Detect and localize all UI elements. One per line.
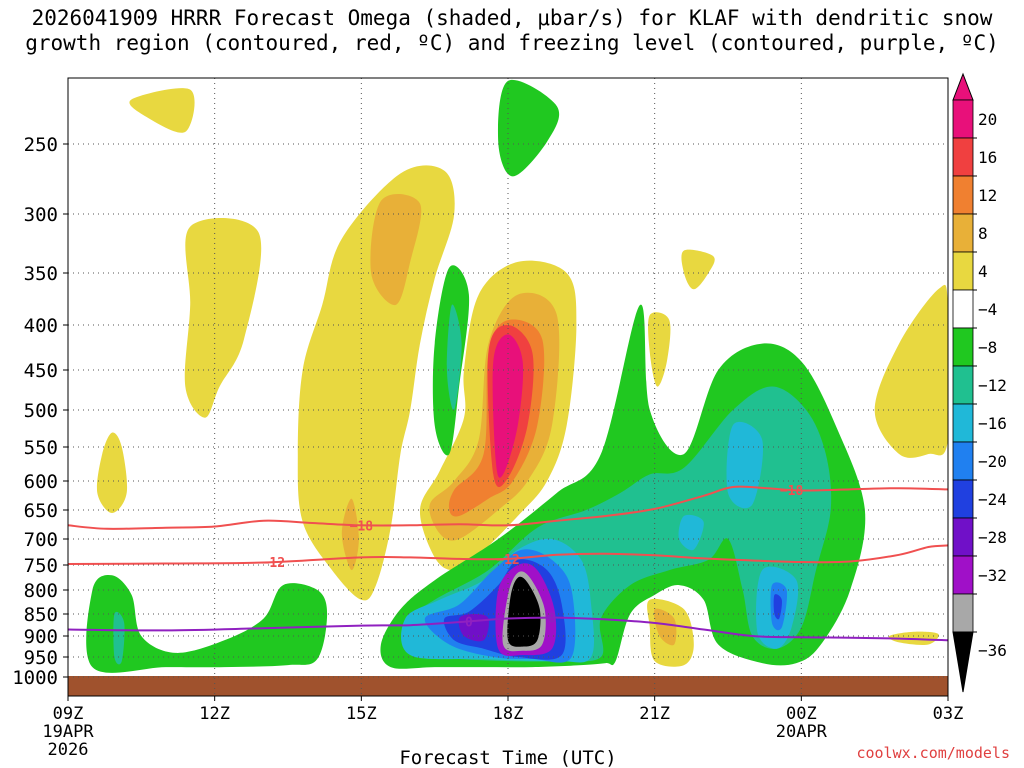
omega-region-far-right-yellow: [874, 284, 948, 458]
colorbar-label-12: −32: [978, 566, 1007, 585]
colorbar-swatch-12: [952, 555, 974, 595]
colorbar-label-4: 4: [978, 262, 988, 281]
contour-freezing-level-0: [68, 616, 948, 642]
omega-region-main-updraft-column: [297, 165, 455, 601]
omega-region-left-green-low: [86, 574, 328, 673]
colorbar-swatch-5: [952, 289, 974, 329]
colorbar-bottom-arrow: [952, 631, 974, 693]
chart-title: 2026041909 HRRR Forecast Omega (shaded, …: [0, 6, 1024, 56]
y-tick-label-400: 400: [24, 315, 58, 337]
colorbar-label-9: −20: [978, 452, 1007, 471]
colorbar-label-2: 12: [978, 186, 997, 205]
y-tick-label-350: 350: [24, 263, 58, 285]
y-tick-label-300: 300: [24, 204, 58, 226]
omega-region-pink-core: [492, 334, 524, 478]
colorbar-swatch-9: [952, 441, 974, 481]
contour-label-dgz-top-18-0: −18: [350, 519, 374, 534]
omega-region-upper-green-finger: [497, 79, 560, 177]
omega-region-small-yellow-2130z: [681, 249, 715, 290]
x-tick-sublabel-09Z-0: 19APR: [42, 722, 94, 742]
colorbar-swatch-8: [952, 403, 974, 443]
colorbar-label-1: 16: [978, 148, 997, 167]
x-tick-label-00Z: 00Z: [786, 704, 817, 724]
contour-dgz-top-18: [68, 485, 948, 530]
x-tick-label-18Z: 18Z: [493, 704, 524, 724]
omega-region-snow-ball: [129, 88, 195, 133]
omega-region-lower-left-blob: [96, 432, 128, 513]
omega-region-main-updraft-core: [370, 193, 422, 306]
omega-region-right-navy-core: [773, 594, 782, 620]
x-axis-title: Forecast Time (UTC): [399, 747, 616, 768]
chart-title-line-2: growth region (contoured, red, ºC) and f…: [25, 31, 999, 55]
colorbar-label-13: −36: [978, 641, 1007, 660]
colorbar-swatch-4: [952, 251, 974, 291]
omega-region-upper-left-column: [184, 217, 262, 418]
chart-title-line-1: 2026041909 HRRR Forecast Omega (shaded, …: [31, 6, 993, 30]
colorbar: 20 16 12 8 4 −4 −8 −12 −16 −20 −24 −28 −32 −36: [952, 72, 1007, 693]
x-tick-label-15Z: 15Z: [346, 704, 377, 724]
y-tick-label-600: 600: [24, 471, 58, 493]
x-tick-label-03Z: 03Z: [933, 704, 964, 724]
x-tick-sublabel-09Z-1: 2026: [48, 740, 89, 760]
contour-label-dgz-bottom-12-1: −12: [496, 553, 519, 568]
colorbar-label-7: −12: [978, 376, 1007, 395]
omega-shading-layer: [86, 79, 948, 673]
colorbar-swatch-0: [952, 99, 974, 139]
colorbar-label-5: −4: [978, 300, 997, 319]
y-tick-label-950: 950: [24, 647, 58, 669]
contour-label-dgz-top-18-1: −18: [780, 484, 804, 499]
contour-dgz-bottom-12: [68, 544, 948, 565]
y-tick-label-650: 650: [24, 500, 58, 522]
y-tick-label-550: 550: [24, 437, 58, 459]
omega-region-yellow-patch-21z-core: [653, 608, 677, 646]
colorbar-swatch-13: [952, 593, 974, 633]
colorbar-label-10: −24: [978, 490, 1007, 509]
colorbar-label-6: −8: [978, 338, 997, 357]
omega-region-main-updraft-lower: [341, 498, 359, 571]
colorbar-swatch-6: [952, 327, 974, 367]
x-tick-label-21Z: 21Z: [639, 704, 670, 724]
x-tick-label-09Z: 09Z: [53, 704, 84, 724]
ground-layer: [68, 676, 948, 696]
contour-layer: −18 −18 −12 −12 0 0: [68, 484, 948, 642]
x-tick-label-12Z: 12Z: [199, 704, 230, 724]
y-tick-label-500: 500: [24, 400, 58, 422]
omega-region-narrow-teal-column: [446, 304, 462, 411]
y-tick-label-700: 700: [24, 529, 58, 551]
colorbar-swatch-3: [952, 213, 974, 253]
colorbar-label-8: −16: [978, 414, 1007, 433]
contour-label-dgz-bottom-12-0: −12: [262, 556, 285, 571]
y-tick-label-800: 800: [24, 580, 58, 602]
colorbar-swatch-10: [952, 479, 974, 519]
y-tick-label-1000: 1000: [12, 667, 58, 689]
y-tick-label-900: 900: [24, 626, 58, 648]
colorbar-label-3: 8: [978, 224, 988, 243]
contour-label-freezing-level-0-1: 0: [548, 612, 556, 627]
contour-label-freezing-level-0-0: 0: [465, 615, 473, 630]
ground-surface: [68, 676, 948, 696]
colorbar-swatch-1: [952, 137, 974, 177]
colorbar-label-0: 20: [978, 110, 997, 129]
colorbar-top-arrow: [952, 72, 974, 101]
colorbar-swatch-2: [952, 175, 974, 215]
colorbar-label-11: −28: [978, 528, 1007, 547]
y-tick-label-850: 850: [24, 604, 58, 626]
x-tick-sublabel-00Z-0: 20APR: [776, 722, 828, 742]
y-tick-label-750: 750: [24, 555, 58, 577]
y-tick-label-250: 250: [24, 134, 58, 156]
colorbar-swatch-11: [952, 517, 974, 557]
y-tick-label-450: 450: [24, 360, 58, 382]
omega-region-right-cyan-patch-2: [678, 514, 704, 551]
colorbar-swatch-7: [952, 365, 974, 405]
omega-region-small-yellow-21z-upper: [648, 312, 671, 387]
site-credit: coolwx.com/models: [856, 744, 1010, 762]
omega-region-left-teal-low: [113, 611, 125, 665]
omega-region-center-black-core: [507, 576, 541, 647]
